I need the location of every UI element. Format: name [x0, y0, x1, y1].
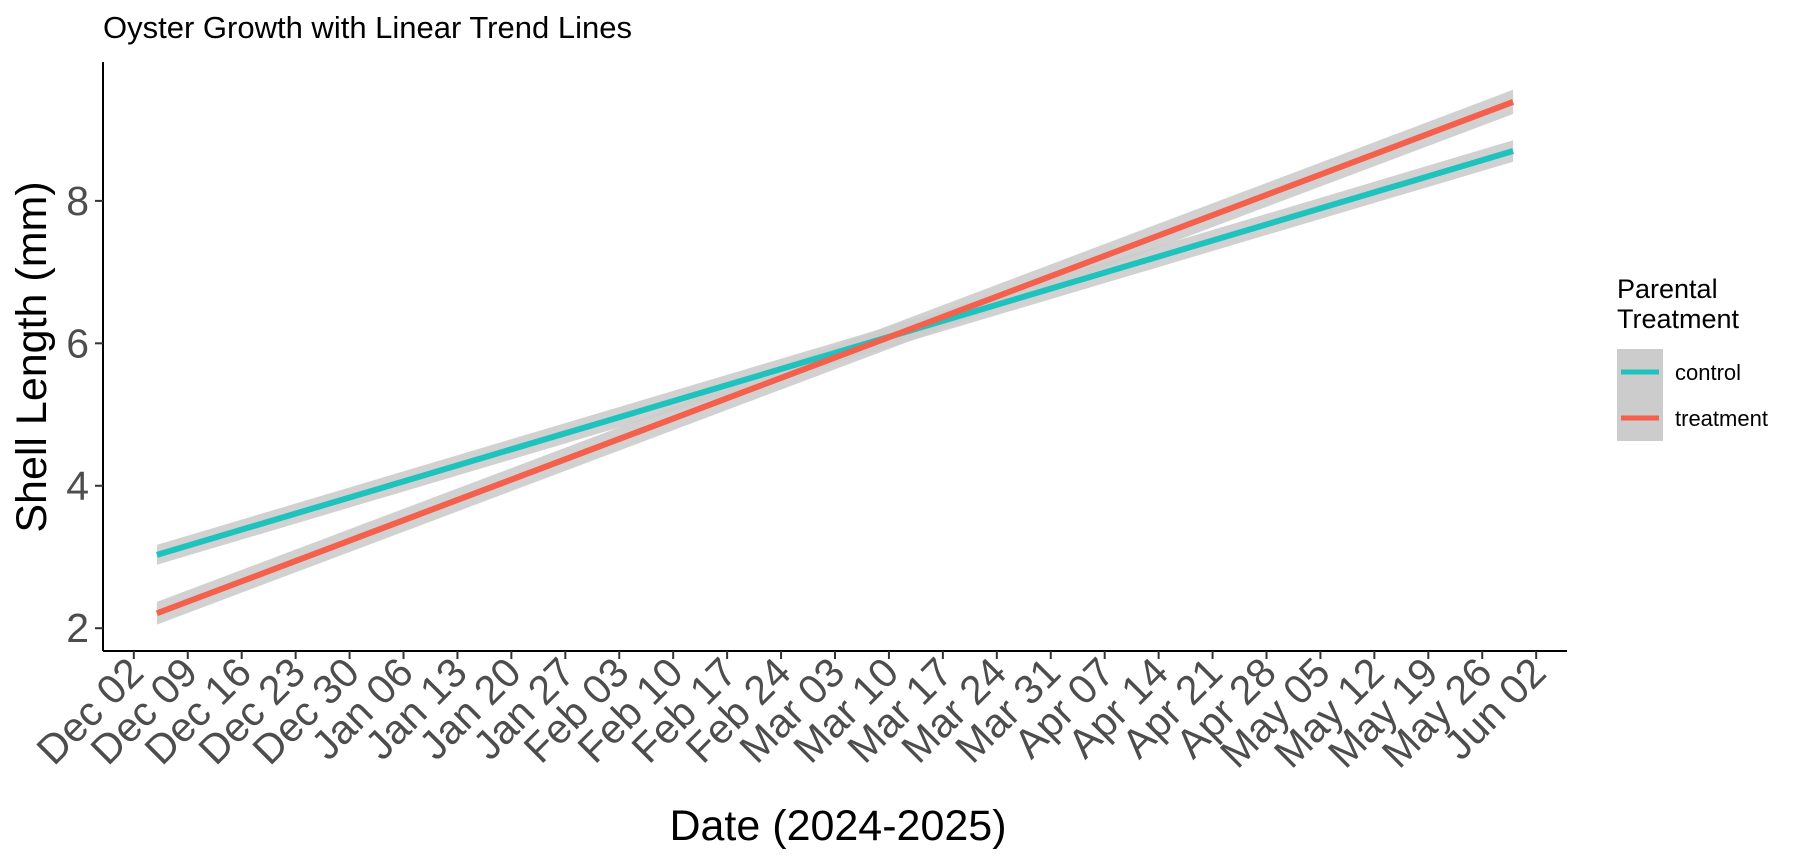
trend-line-control [156, 148, 1514, 558]
legend-label-treatment: treatment [1675, 406, 1768, 431]
y-tick-label: 6 [66, 320, 89, 366]
y-tick-label: 8 [66, 178, 89, 224]
y-axis-title: Shell Length (mm) [8, 181, 56, 532]
chart-title: Oyster Growth with Linear Trend Lines [103, 10, 632, 45]
legend-keys: control treatment [1617, 349, 1768, 441]
legend: Parental Treatment control treatment [1617, 274, 1768, 441]
y-tick-label: 2 [66, 605, 89, 651]
legend-label-control: control [1675, 360, 1741, 385]
trend-line-treatment [155, 99, 1515, 617]
x-axis-title: Date (2024-2025) [669, 802, 1006, 850]
y-axis-ticks: 2 4 6 8 [66, 178, 103, 651]
y-tick-label: 4 [66, 463, 89, 509]
legend-title: Parental Treatment [1617, 274, 1740, 334]
trend-lines [155, 99, 1515, 617]
